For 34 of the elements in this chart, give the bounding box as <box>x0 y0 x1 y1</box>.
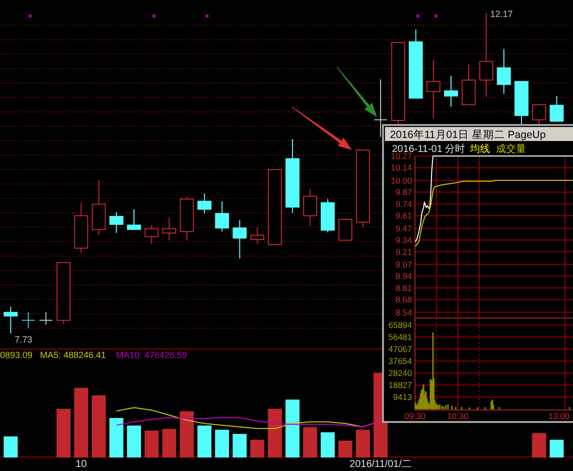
y-tick-label: 9413 <box>393 392 412 402</box>
y-tick-label: 10.00 <box>390 175 412 186</box>
y-tick-label: 9.61 <box>395 210 412 221</box>
y-tick-label: 18827 <box>388 380 412 390</box>
x-tick-label: 09:30 <box>404 411 426 421</box>
y-tick-label: 37654 <box>388 356 412 366</box>
y-tick-label: 9.34 <box>395 235 412 246</box>
x-tick-label: 10 <box>76 459 88 470</box>
y-tick-label: 10.27 <box>390 151 412 161</box>
annotation: 12.17 <box>490 9 513 19</box>
y-tick-label: 8.68 <box>395 294 412 305</box>
y-tick-label: 9.74 <box>395 198 412 209</box>
y-tick-label: 9.07 <box>395 259 412 270</box>
text: MA5: 488246.41 <box>40 350 106 360</box>
y-tick-label: 9.47 <box>395 223 412 234</box>
text: 成交量 <box>496 143 526 155</box>
text: MA10: 476426.59 <box>116 350 188 360</box>
x-tick-label: 10:30 <box>447 411 469 421</box>
y-tick-label: 47067 <box>388 344 412 354</box>
y-tick-label: 28240 <box>388 368 412 378</box>
text: 7.73 <box>14 334 32 344</box>
y-tick-label: 56481 <box>388 332 412 342</box>
x-tick-label: 2016/11/01/二 <box>350 459 412 470</box>
chart-title: 2016年11月01日 星期二 PageUp <box>390 129 546 141</box>
y-tick-label: 8.94 <box>395 271 412 282</box>
y-tick-label: 8.81 <box>395 282 412 293</box>
y-tick-label: 9.87 <box>395 187 412 198</box>
text: 均线 <box>469 143 490 155</box>
y-tick-label: 65894 <box>388 320 412 330</box>
y-tick-label: 10.14 <box>390 162 412 173</box>
y-tick-label: 8.54 <box>395 307 412 318</box>
x-tick-label: 13:00 <box>548 411 570 421</box>
text: 0893.09 <box>0 350 33 360</box>
y-tick-label: 9.21 <box>395 246 412 257</box>
